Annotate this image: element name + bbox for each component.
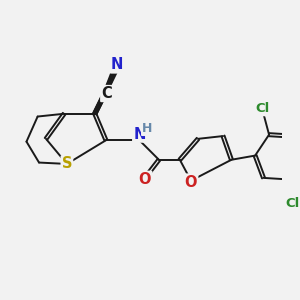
Text: N: N	[111, 58, 123, 73]
Text: C: C	[101, 86, 112, 101]
Text: H: H	[142, 122, 152, 135]
Text: N: N	[133, 127, 145, 142]
Text: Cl: Cl	[286, 197, 300, 210]
Text: Cl: Cl	[255, 102, 269, 115]
Text: O: O	[139, 172, 151, 187]
Text: O: O	[185, 175, 197, 190]
Text: S: S	[62, 156, 72, 171]
